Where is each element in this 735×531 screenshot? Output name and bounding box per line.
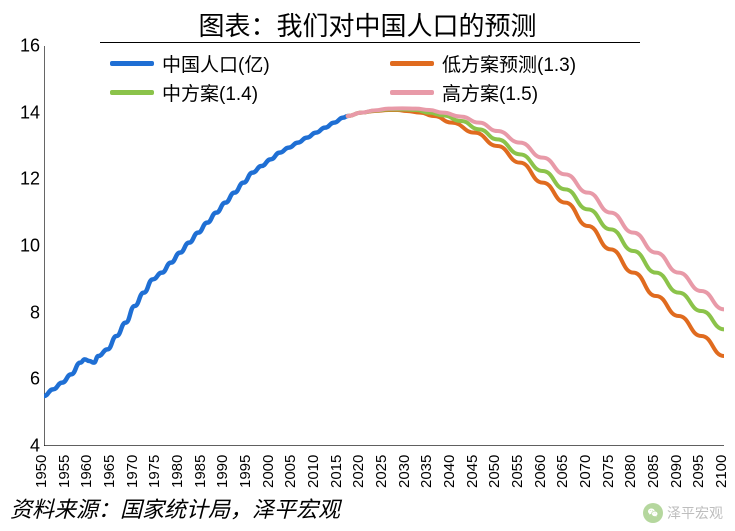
x-tick-label: 2095 <box>690 455 707 488</box>
x-tick-label: 2035 <box>418 455 435 488</box>
x-tick-label: 2065 <box>554 455 571 488</box>
title-underline <box>100 42 640 43</box>
y-tick-label: 6 <box>30 369 40 390</box>
chart-container: { "title": "图表：我们对中国人口的预测", "source": "资… <box>0 0 735 531</box>
x-tick-label: 2020 <box>350 455 367 488</box>
x-tick-label: 1990 <box>214 455 231 488</box>
x-tick-label: 2025 <box>373 455 390 488</box>
y-axis-labels: 46810121416 <box>6 46 40 446</box>
y-tick-label: 8 <box>30 302 40 323</box>
x-tick-label: 1980 <box>169 455 186 488</box>
x-tick-label: 2070 <box>577 455 594 488</box>
x-tick-label: 1970 <box>124 455 141 488</box>
y-tick-label: 10 <box>20 236 40 257</box>
x-tick-label: 2005 <box>282 455 299 488</box>
y-tick-label: 14 <box>20 102 40 123</box>
series-line <box>348 110 724 356</box>
x-tick-label: 2030 <box>396 455 413 488</box>
wechat-icon <box>643 503 663 523</box>
plot-area <box>44 46 724 446</box>
x-tick-label: 2090 <box>668 455 685 488</box>
x-tick-label: 2040 <box>441 455 458 488</box>
chart-title: 图表：我们对中国人口的预测 <box>0 6 735 43</box>
x-tick-label: 2060 <box>532 455 549 488</box>
x-tick-label: 1965 <box>101 455 118 488</box>
watermark: 泽平宏观 <box>643 503 723 523</box>
x-tick-label: 2045 <box>464 455 481 488</box>
watermark-text: 泽平宏观 <box>667 503 723 523</box>
series-line <box>348 109 724 329</box>
x-tick-label: 2080 <box>622 455 639 488</box>
source-text: 资料来源：国家统计局，泽平宏观 <box>10 492 340 524</box>
x-tick-label: 2000 <box>260 455 277 488</box>
x-tick-label: 2075 <box>600 455 617 488</box>
x-tick-label: 2055 <box>509 455 526 488</box>
series-line <box>44 116 348 396</box>
x-tick-label: 1995 <box>237 455 254 488</box>
x-tick-label: 1955 <box>56 455 73 488</box>
x-tick-label: 2015 <box>328 455 345 488</box>
y-tick-label: 12 <box>20 169 40 190</box>
x-tick-label: 1975 <box>146 455 163 488</box>
x-tick-label: 2010 <box>305 455 322 488</box>
x-tick-label: 1950 <box>33 455 50 488</box>
x-tick-label: 2050 <box>486 455 503 488</box>
x-tick-label: 2100 <box>713 455 730 488</box>
y-tick-label: 4 <box>30 436 40 457</box>
x-tick-label: 2085 <box>645 455 662 488</box>
x-tick-label: 1985 <box>192 455 209 488</box>
x-axis-labels: 1950195519601965197019751980198519901995… <box>44 448 724 488</box>
x-tick-label: 1960 <box>78 455 95 488</box>
y-tick-label: 16 <box>20 36 40 57</box>
